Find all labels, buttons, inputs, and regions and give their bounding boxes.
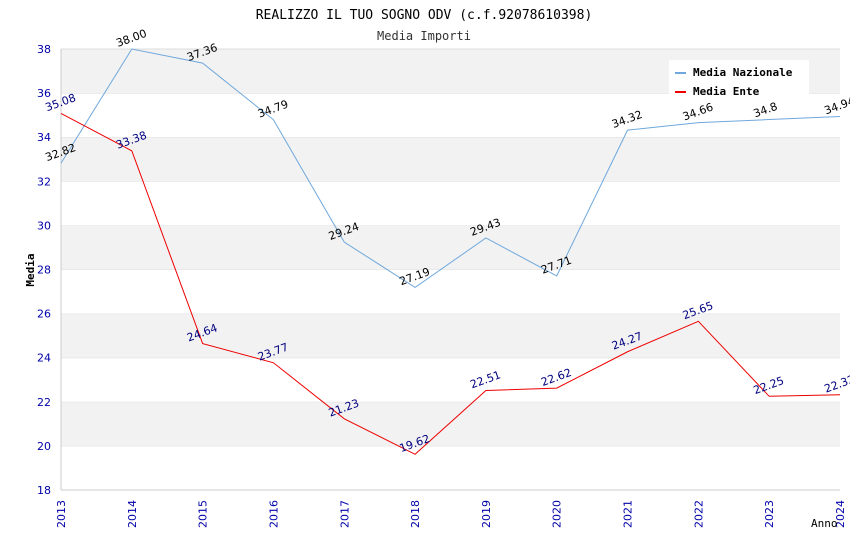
x-tick-label: 2013 <box>55 500 68 528</box>
grid-band <box>61 269 840 314</box>
legend-box <box>669 60 809 98</box>
y-tick-label: 22 <box>37 396 51 409</box>
y-tick-label: 18 <box>37 484 51 497</box>
y-axis-ticks: 18 20 22 24 26 28 30 32 34 36 38 <box>37 43 51 497</box>
x-tick-label: 2022 <box>692 500 705 528</box>
series-lines <box>60 48 841 455</box>
grid-band <box>61 313 840 358</box>
grid-band <box>61 445 840 490</box>
series-line-media-ente <box>60 112 841 455</box>
y-axis-label: Media <box>24 253 37 286</box>
y-tick-label: 20 <box>37 440 51 453</box>
x-tick-label: 2017 <box>338 500 351 528</box>
y-tick-label: 36 <box>37 87 51 100</box>
x-tick-label: 2014 <box>126 500 139 528</box>
y-tick-label: 24 <box>37 352 51 365</box>
y-tick-label: 30 <box>37 219 51 232</box>
x-tick-label: 2020 <box>551 500 564 528</box>
y-tick-label: 32 <box>37 175 51 188</box>
grid-band <box>61 401 840 446</box>
chart-subtitle: Media Importi <box>377 29 471 43</box>
data-label: 38.00 <box>114 27 148 50</box>
y-tick-label: 26 <box>37 308 51 321</box>
y-tick-label: 28 <box>37 264 51 277</box>
series-line-media-nazionale <box>60 48 841 288</box>
y-tick-label: 34 <box>37 131 51 144</box>
grid-band <box>61 137 840 182</box>
legend: Media Nazionale Media Ente <box>669 60 809 98</box>
x-tick-label: 2023 <box>763 500 776 528</box>
x-tick-label: 2016 <box>267 500 280 528</box>
x-tick-label: 2015 <box>197 500 210 528</box>
y-tick-label: 38 <box>37 43 51 56</box>
grid-bands <box>61 48 840 490</box>
grid-band <box>61 93 840 138</box>
chart-title: REALIZZO IL TUO SOGNO ODV (c.f.920786103… <box>256 8 593 23</box>
x-tick-label: 2018 <box>409 500 422 528</box>
grid-band <box>61 357 840 402</box>
x-tick-label: 2021 <box>622 500 635 528</box>
x-tick-label: 2024 <box>834 500 847 528</box>
legend-entry: Media Nazionale <box>693 66 793 79</box>
legend-entry: Media Ente <box>693 85 760 98</box>
x-tick-label: 2019 <box>480 500 493 528</box>
x-axis-ticks: 2013 2014 2015 2016 2017 2018 2019 2020 2021 2022… <box>55 500 847 528</box>
grid-band <box>61 181 840 226</box>
x-axis-label: Anno <box>811 517 838 530</box>
